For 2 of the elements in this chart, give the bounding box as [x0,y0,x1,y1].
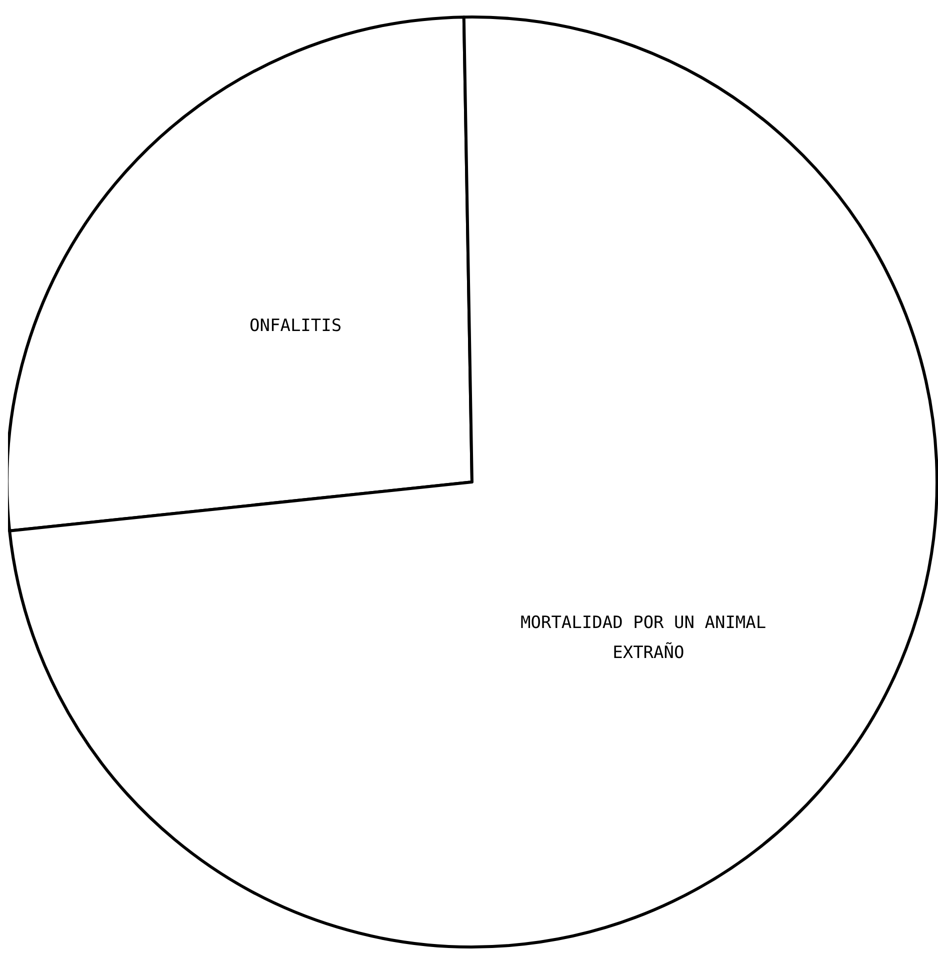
slice-label: ONFALITIS [250,316,342,336]
slice-label: MORTALIDAD POR UN ANIMAL EXTRAÑO [520,612,776,663]
